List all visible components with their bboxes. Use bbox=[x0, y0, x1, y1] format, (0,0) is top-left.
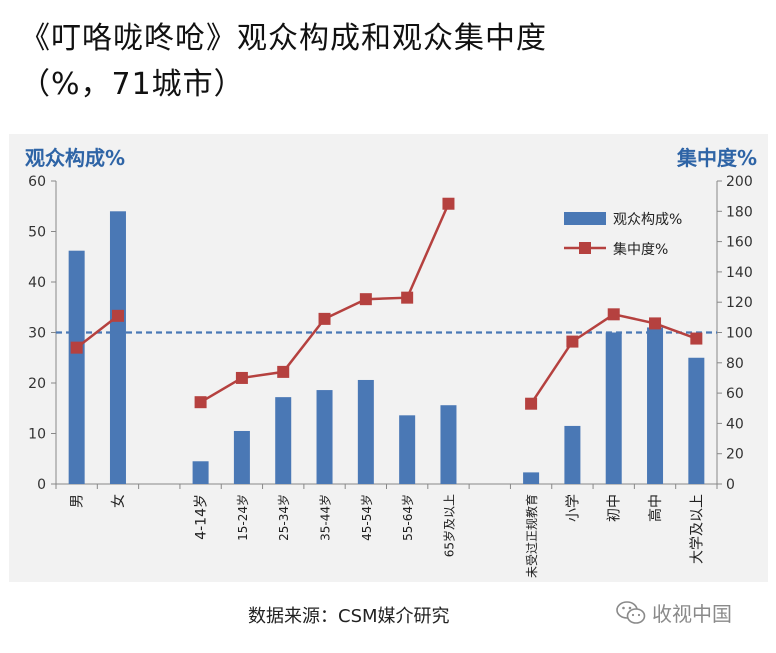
data-source: 数据来源：CSM媒介研究 bbox=[248, 606, 450, 627]
bar-大学及以上 bbox=[688, 357, 705, 484]
watermark-text: 收视中国 bbox=[652, 602, 732, 626]
concentration-line-group-1 bbox=[75, 314, 119, 349]
page-title-line2: （%，71城市） bbox=[20, 67, 245, 102]
x-label-15-24岁: 15-24岁 bbox=[235, 494, 250, 541]
x-label-男: 男 bbox=[70, 494, 86, 508]
marker-未受过正规教育 bbox=[525, 397, 538, 410]
marker-35-44岁 bbox=[318, 312, 331, 325]
right-tick-label: 60 bbox=[726, 386, 744, 402]
bar-4-14岁 bbox=[192, 461, 209, 484]
left-tick-label: 0 bbox=[37, 477, 46, 493]
bar-男 bbox=[68, 250, 85, 484]
right-tick-label: 180 bbox=[726, 204, 753, 220]
bar-25-34岁 bbox=[275, 397, 292, 484]
legend-line-marker bbox=[579, 242, 591, 254]
marker-15-24岁 bbox=[235, 371, 248, 384]
left-tick-label: 40 bbox=[28, 275, 46, 291]
x-label-45-54岁: 45-54岁 bbox=[359, 494, 374, 541]
x-label-25-34岁: 25-34岁 bbox=[276, 494, 291, 541]
marker-4-14岁 bbox=[194, 396, 207, 409]
right-tick-label: 20 bbox=[726, 447, 744, 463]
marker-45-54岁 bbox=[359, 293, 372, 306]
bar-初中 bbox=[605, 332, 622, 484]
x-label-女: 女 bbox=[110, 494, 127, 508]
marker-初中 bbox=[607, 308, 620, 321]
right-tick-label: 140 bbox=[726, 265, 753, 281]
chart-svg: 观众构成% 集中度% 0 10 20 30 40 50 60 0 20 40 60 80 100 120 140… bbox=[25, 146, 757, 578]
watermark: 收视中国 bbox=[616, 598, 732, 627]
page-title: 《叮咯咙咚呛》观众构成和观众集中度 （%，71城市） bbox=[20, 16, 547, 108]
x-label-4-14岁: 4-14岁 bbox=[194, 494, 210, 540]
marker-女 bbox=[111, 309, 124, 322]
right-axis-title: 集中度% bbox=[676, 146, 757, 170]
x-label-未受过正规教育: 未受过正规教育 bbox=[524, 494, 539, 578]
marker-小学 bbox=[566, 335, 579, 348]
x-label-高中: 高中 bbox=[647, 494, 664, 522]
bar-45-54岁 bbox=[357, 379, 374, 484]
bar-高中 bbox=[647, 327, 664, 484]
left-tick-label: 20 bbox=[28, 376, 46, 392]
marker-65岁及以上 bbox=[442, 197, 455, 210]
right-tick-label: 40 bbox=[726, 416, 744, 432]
marker-大学及以上 bbox=[690, 332, 703, 345]
legend-bar-swatch bbox=[564, 212, 606, 225]
left-tick-label: 30 bbox=[28, 326, 46, 342]
right-tick-label: 100 bbox=[726, 326, 753, 342]
bar-55-64岁 bbox=[399, 415, 416, 484]
wechat-icon bbox=[616, 600, 646, 624]
right-tick-label: 160 bbox=[726, 235, 753, 251]
right-tick-label: 200 bbox=[726, 174, 753, 190]
left-tick-label: 10 bbox=[28, 427, 46, 443]
bar-35-44岁 bbox=[316, 390, 333, 484]
x-label-初中: 初中 bbox=[606, 494, 623, 522]
marker-高中 bbox=[649, 317, 662, 330]
page-title-line1: 《叮咯咙咚呛》观众构成和观众集中度 bbox=[20, 21, 547, 56]
right-tick-label: 0 bbox=[726, 477, 735, 493]
left-tick-label: 50 bbox=[28, 225, 46, 241]
left-axis-title: 观众构成% bbox=[25, 146, 125, 170]
right-tick-label: 80 bbox=[726, 356, 744, 372]
chart-panel: 观众构成% 集中度% 0 10 20 30 40 50 60 0 20 40 60 80 100 120 140… bbox=[9, 134, 768, 582]
x-label-55-64岁: 55-64岁 bbox=[400, 494, 415, 541]
x-label-35-44岁: 35-44岁 bbox=[318, 494, 333, 541]
x-label-大学及以上: 大学及以上 bbox=[689, 494, 705, 564]
bar-15-24岁 bbox=[233, 430, 250, 484]
bar-未受过正规教育 bbox=[523, 472, 540, 484]
legend-bar-label: 观众构成% bbox=[613, 212, 682, 228]
x-label-小学: 小学 bbox=[565, 494, 581, 522]
x-label-65岁及以上: 65岁及以上 bbox=[441, 494, 456, 557]
marker-男 bbox=[70, 341, 83, 354]
bar-小学 bbox=[564, 425, 581, 484]
legend-line-label: 集中度% bbox=[613, 241, 668, 258]
right-tick-label: 120 bbox=[726, 295, 753, 311]
marker-55-64岁 bbox=[401, 291, 414, 304]
left-tick-label: 60 bbox=[28, 174, 46, 190]
bar-女 bbox=[109, 211, 126, 485]
bar-65岁及以上 bbox=[440, 405, 457, 484]
marker-25-34岁 bbox=[277, 365, 290, 378]
